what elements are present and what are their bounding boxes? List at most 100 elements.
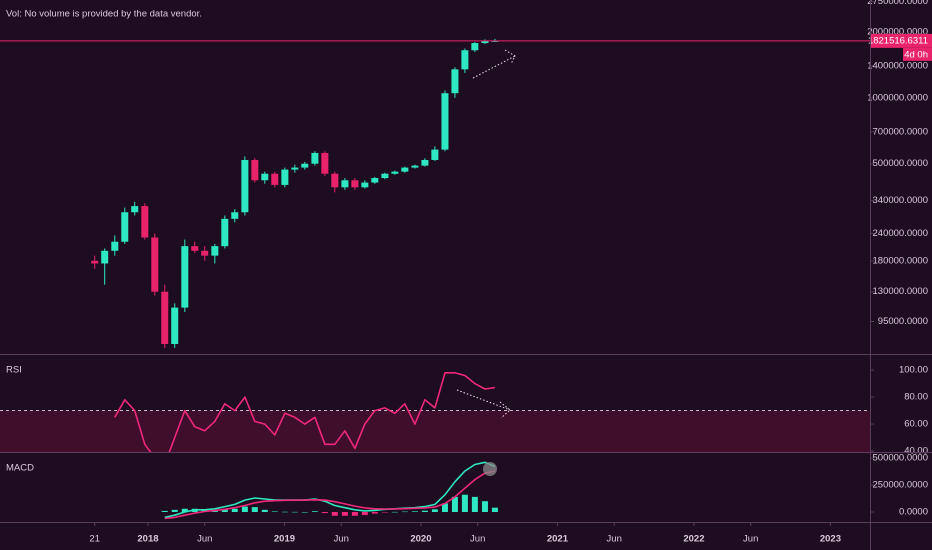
- histogram-bar: [431, 509, 438, 512]
- candle-body: [291, 167, 299, 170]
- y-tick-label: 40.00: [904, 446, 928, 457]
- candle-body: [111, 241, 119, 251]
- candle-body: [191, 246, 199, 251]
- countdown-box: [903, 47, 932, 61]
- candle-body: [181, 246, 189, 308]
- macd-title: MACD: [6, 463, 34, 474]
- histogram-bar: [181, 508, 188, 512]
- candle-body: [421, 159, 429, 166]
- x-tick-label: 2018: [137, 534, 158, 545]
- y-tick-label: 100.00: [899, 365, 928, 376]
- candle-body: [141, 206, 149, 238]
- candle-body: [451, 69, 459, 94]
- histogram-bar: [381, 512, 388, 513]
- histogram-bar: [301, 512, 308, 513]
- y-tick-label: 2750000.0000: [867, 0, 928, 7]
- histogram-bar: [241, 506, 248, 512]
- histogram-bar: [441, 503, 448, 512]
- histogram-bar: [281, 511, 288, 513]
- histogram-bar: [461, 494, 468, 512]
- histogram-bar: [481, 501, 488, 512]
- y-tick-label: 1000000.0000: [867, 92, 928, 103]
- candle-body: [381, 173, 389, 179]
- last-price-label: 1821516.6311: [868, 35, 928, 46]
- x-tick-label: 2020: [410, 534, 431, 545]
- histogram-bar: [361, 512, 368, 516]
- countdown-label: 4d 0h: [904, 49, 928, 60]
- candle-body: [201, 250, 209, 256]
- trend-arrow: [456, 389, 511, 419]
- histogram-bar: [421, 510, 428, 512]
- candle-body: [351, 180, 359, 188]
- histogram-bar: [171, 509, 178, 512]
- x-tick-label: Jun: [743, 534, 758, 545]
- y-tick-label: 700000.0000: [873, 126, 928, 137]
- y-tick-label: 500000.0000: [873, 453, 928, 464]
- candle-body: [331, 173, 339, 188]
- candle-body: [271, 173, 279, 185]
- histogram-bar: [331, 512, 338, 516]
- histogram-bar: [261, 509, 268, 512]
- candle-body: [101, 250, 109, 264]
- histogram-bar: [271, 511, 278, 512]
- candle-body: [471, 43, 479, 51]
- volume-note: Vol: No volume is provided by the data v…: [6, 9, 202, 20]
- candle-body: [161, 291, 169, 344]
- histogram-bar: [161, 510, 168, 512]
- y-tick-label: 60.00: [904, 419, 928, 430]
- candle-body: [251, 159, 259, 181]
- candle-body: [171, 307, 179, 344]
- signal-line: [164, 470, 496, 520]
- candle-body: [401, 167, 409, 172]
- candle-body: [221, 218, 229, 247]
- x-tick-label: 21: [89, 534, 100, 545]
- candle-body: [391, 171, 399, 174]
- candle-body: [261, 173, 269, 181]
- candle-body: [91, 260, 99, 264]
- candle-body: [361, 182, 369, 188]
- x-tick-label: 2022: [683, 534, 704, 545]
- x-tick-label: 2021: [547, 534, 569, 545]
- candle-body: [241, 159, 249, 213]
- histogram-bar: [251, 507, 258, 512]
- histogram-bar: [451, 496, 458, 512]
- rsi-title: RSI: [6, 365, 22, 376]
- y-tick-label: 250000.0000: [873, 480, 928, 491]
- rsi-line: [114, 372, 496, 452]
- candle-body: [441, 93, 449, 150]
- candle-body: [481, 40, 489, 44]
- y-tick-label: 240000.0000: [873, 228, 928, 239]
- y-tick-label: 95000.0000: [878, 316, 928, 327]
- candle-body: [411, 165, 419, 168]
- histogram-bar: [351, 512, 358, 516]
- x-tick-label: Jun: [334, 534, 349, 545]
- candle-body: [431, 149, 439, 160]
- rsi-band: [0, 410, 870, 452]
- histogram-bar: [341, 512, 348, 516]
- candle-body: [311, 152, 319, 164]
- candle-body: [211, 246, 219, 256]
- candle-body: [231, 212, 239, 219]
- y-tick-label: 180000.0000: [873, 255, 928, 266]
- histogram-bar: [471, 496, 478, 512]
- x-tick-label: 2019: [274, 534, 295, 545]
- last-price-box: [871, 33, 932, 48]
- histogram-bar: [311, 511, 318, 512]
- candle-body: [301, 163, 309, 168]
- histogram-bar: [321, 512, 328, 514]
- x-tick-label: Jun: [607, 534, 622, 545]
- candle-body: [121, 212, 129, 242]
- candle-body: [131, 206, 139, 213]
- candle-body: [281, 169, 289, 185]
- x-tick-label: Jun: [197, 534, 212, 545]
- trend-arrow: [472, 49, 516, 79]
- candle-body: [321, 152, 329, 174]
- candle-body: [371, 178, 379, 183]
- y-tick-label: 0.0000: [899, 507, 928, 518]
- y-tick-label: 2000000.0000: [867, 26, 928, 37]
- y-tick-label: 1400000.0000: [867, 60, 928, 71]
- y-tick-label: 500000.0000: [873, 158, 928, 169]
- x-tick-label: Jun: [470, 534, 485, 545]
- histogram-bar: [491, 507, 498, 512]
